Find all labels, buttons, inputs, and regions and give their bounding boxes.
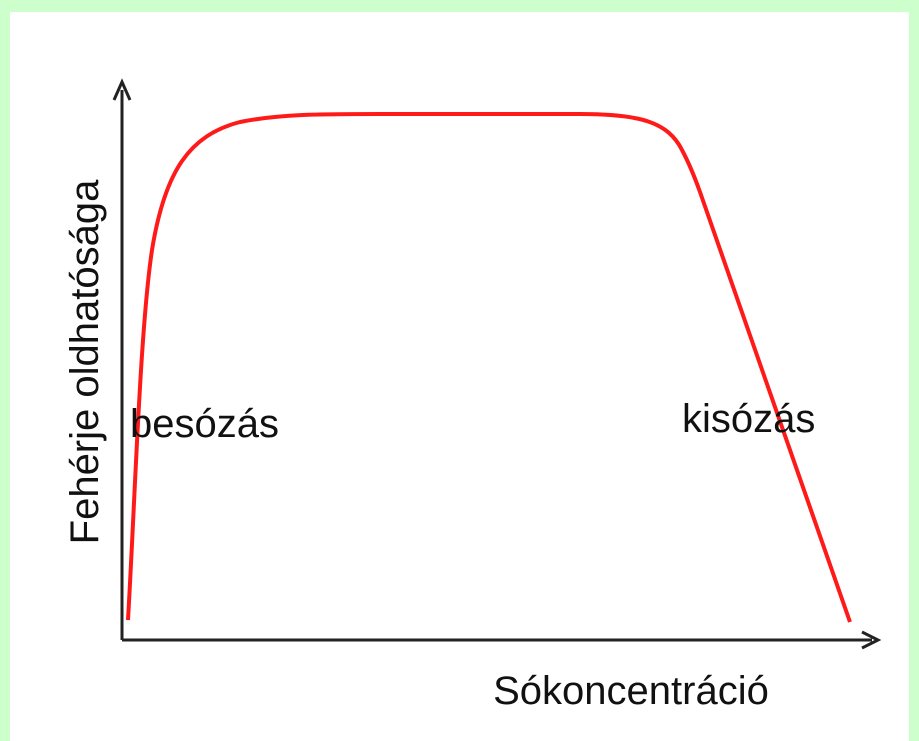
y-axis-label: Fehérje oldhatósága	[63, 179, 107, 544]
annotation: besózás	[130, 402, 279, 446]
canvas	[10, 12, 909, 741]
y-arrow	[112, 78, 132, 101]
solubility-curve	[126, 112, 852, 623]
x-axis-label: Sókoncentráció	[493, 669, 769, 713]
annotation: kisózás	[682, 397, 815, 441]
x-arrow	[861, 630, 882, 650]
